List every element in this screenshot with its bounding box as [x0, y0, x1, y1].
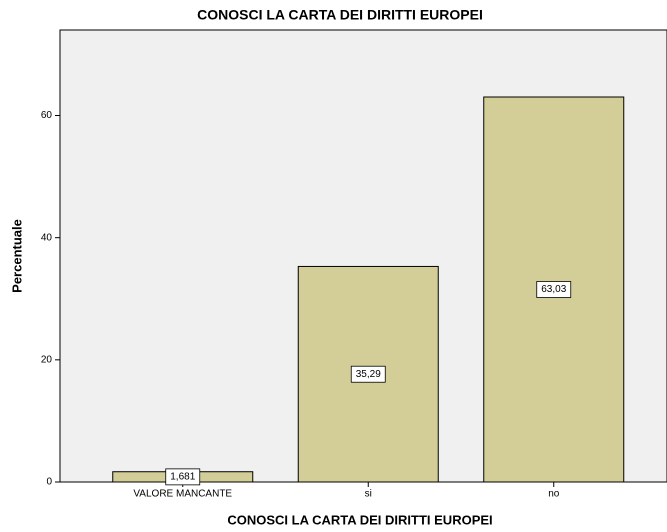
x-tick-label: no — [548, 489, 560, 500]
value-label: 35,29 — [356, 369, 381, 380]
y-axis-title: Percentuale — [9, 219, 24, 293]
value-label-box — [350, 365, 386, 383]
y-tick-label: 60 — [41, 110, 53, 121]
value-label: 63,03 — [541, 284, 566, 295]
chart-title: CONOSCI LA CARTA DEI DIRITTI EUROPEI — [197, 7, 483, 23]
value-label: 1,681 — [170, 472, 195, 483]
x-axis-title: CONOSCI LA CARTA DEI DIRITTI EUROPEI — [227, 512, 492, 527]
x-tick-label: si — [365, 489, 372, 500]
y-tick-label: 40 — [41, 232, 53, 243]
value-label-box — [165, 468, 201, 486]
y-tick-label: 20 — [41, 354, 53, 365]
value-label-box — [536, 281, 572, 298]
y-tick-label: 0 — [46, 477, 52, 488]
x-tick-label: VALORE MANCANTE — [133, 489, 232, 500]
